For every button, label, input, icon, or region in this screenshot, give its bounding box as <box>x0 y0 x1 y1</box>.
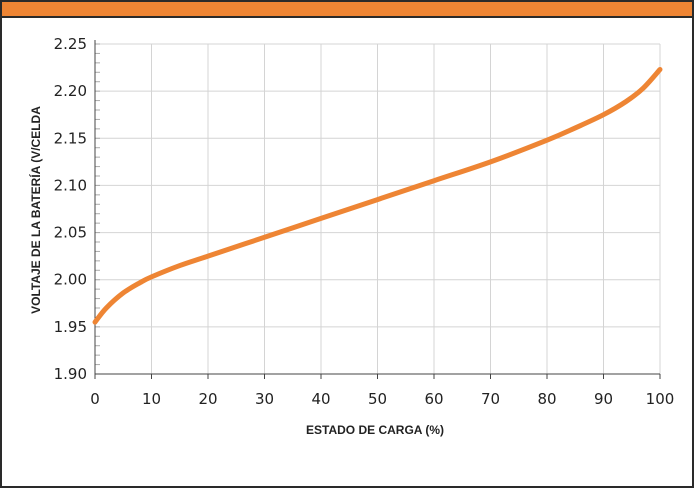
x-tick-label: 100 <box>646 390 675 408</box>
x-tick-label: 50 <box>368 390 387 408</box>
x-tick-label: 0 <box>90 390 100 408</box>
x-tick-label: 60 <box>424 390 443 408</box>
y-tick-label: 2.05 <box>54 224 87 242</box>
y-tick-label: 2.15 <box>54 129 87 147</box>
x-tick-label: 90 <box>594 390 613 408</box>
x-tick-label: 70 <box>481 390 500 408</box>
x-tick-label: 30 <box>255 390 274 408</box>
x-tick-labels: 0 10 20 30 40 50 60 70 80 90 100 <box>90 390 674 408</box>
x-tick-label: 10 <box>142 390 161 408</box>
gridlines <box>94 43 661 375</box>
y-tick-label: 2.10 <box>54 176 87 194</box>
x-tick-label: 40 <box>311 390 330 408</box>
y-axis-title: VOLTAJE DE LA BATERÍA (V/CELDA <box>28 106 43 314</box>
series-line <box>92 66 663 325</box>
x-axis-title: ESTADO DE CARGA (%) <box>306 423 444 437</box>
y-tick-label: 2.20 <box>54 82 87 100</box>
y-tick-labels: 1.90 1.95 2.00 2.05 2.10 2.15 2.20 2.25 <box>54 35 87 383</box>
accent-bar <box>2 2 692 18</box>
y-tick-label: 2.00 <box>54 271 87 289</box>
y-tick-label: 2.25 <box>54 35 87 53</box>
y-tick-label: 1.95 <box>54 318 87 336</box>
y-tick-label: 1.90 <box>54 365 87 383</box>
x-tick-label: 80 <box>537 390 556 408</box>
x-tick-label: 20 <box>198 390 217 408</box>
